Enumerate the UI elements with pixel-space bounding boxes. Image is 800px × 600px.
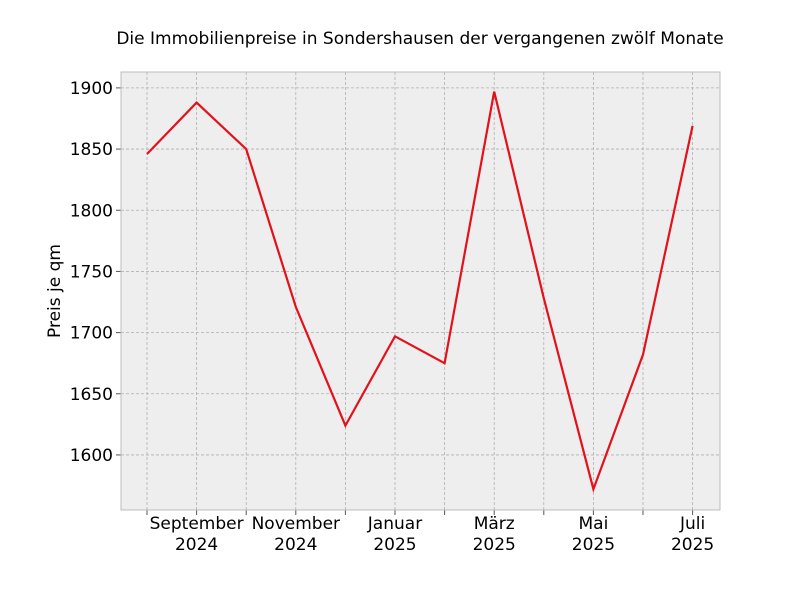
y-tick-label: 1800 — [70, 201, 113, 221]
grid-lines — [121, 72, 720, 510]
y-axis: 1600 1650 1700 1750 1800 1850 1900 — [70, 79, 121, 466]
series-group — [146, 91, 694, 493]
y-axis-label: Preis je qm — [45, 244, 65, 338]
y-tick-label: 1850 — [70, 140, 113, 160]
x-tick-label: Mai 2025 — [572, 514, 615, 555]
y-tick-label: 1750 — [70, 262, 113, 282]
y-tick-label: 1600 — [70, 446, 113, 466]
x-tick-label: Juli 2025 — [671, 514, 714, 555]
y-tick-label: 1900 — [70, 79, 113, 99]
series-line — [146, 91, 694, 493]
plot-frame — [120, 71, 721, 511]
x-tick-label: September 2024 — [150, 514, 244, 555]
chart-title: Die Immobilienpreise in Sondershausen de… — [116, 29, 723, 49]
plot-area — [121, 72, 720, 510]
y-tick-label: 1650 — [70, 385, 113, 405]
x-tick-label: Januar 2025 — [367, 514, 422, 555]
x-tick-label: März 2025 — [473, 514, 516, 555]
x-tick-label: November 2024 — [252, 514, 340, 555]
y-tick-label: 1700 — [70, 324, 113, 344]
